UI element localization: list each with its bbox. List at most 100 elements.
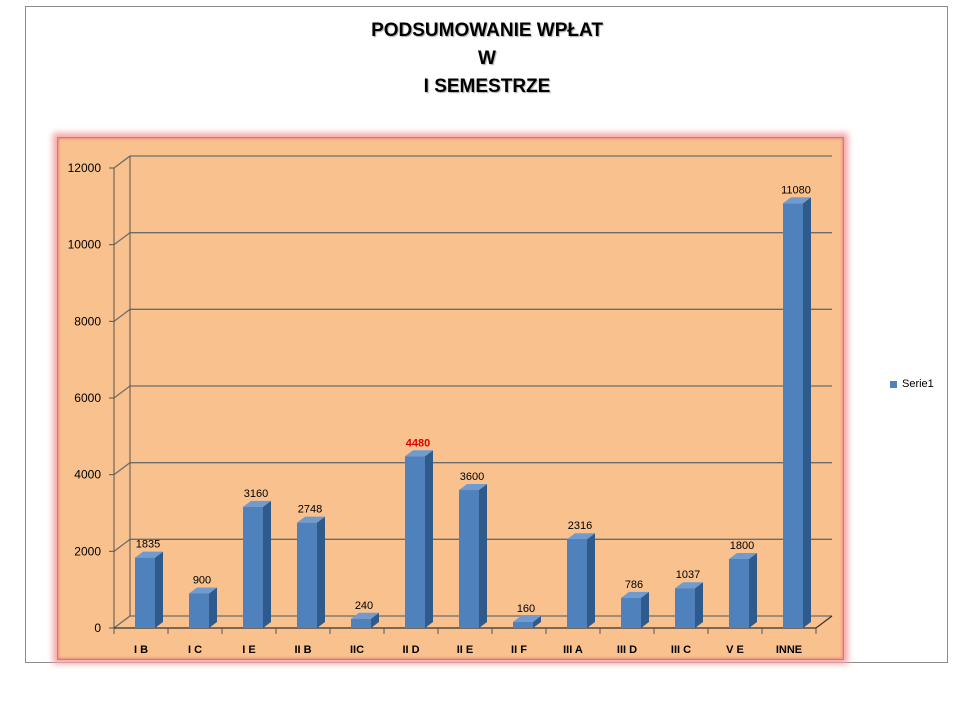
bar <box>243 500 271 628</box>
chart-title-line-3: I SEMESTRZE <box>423 76 551 97</box>
bar-top <box>243 500 271 507</box>
x-tick-label: III A <box>563 644 583 656</box>
bar <box>783 197 811 628</box>
y-tick-label: 6000 <box>74 391 101 405</box>
bar-front <box>675 588 695 628</box>
data-label: 240 <box>355 600 373 612</box>
legend-key-serie1 <box>890 381 897 388</box>
bar-front <box>567 539 587 628</box>
gridline-depth <box>113 155 131 169</box>
bar-front <box>513 621 533 628</box>
bar <box>729 553 757 628</box>
y-tick-label: 0 <box>94 621 101 635</box>
bar-top <box>729 553 757 559</box>
data-label: 2316 <box>568 520 592 532</box>
bar-side <box>587 533 595 628</box>
y-tick-label: 12000 <box>68 161 102 175</box>
bar-front <box>351 618 371 628</box>
bars <box>135 197 811 628</box>
x-tick-label: III D <box>617 644 637 656</box>
bar-front <box>135 557 155 628</box>
y-tick-label: 4000 <box>74 468 101 482</box>
bar-front <box>405 456 425 628</box>
bar-side <box>425 450 433 628</box>
y-tick-label: 2000 <box>74 544 101 558</box>
bar-top <box>189 587 217 594</box>
x-tick-label: II E <box>457 644 474 656</box>
x-tick-label: I C <box>188 644 202 656</box>
bar-top <box>783 197 811 204</box>
gridline-depth <box>113 232 131 246</box>
bar-top <box>405 450 433 457</box>
bar-side <box>479 484 487 628</box>
x-tick-label: II D <box>402 644 419 656</box>
data-label: 900 <box>193 575 211 587</box>
gridline-depth <box>113 538 131 552</box>
x-tick-label: I B <box>134 644 148 656</box>
bar-front <box>729 559 749 628</box>
bar <box>189 587 217 628</box>
bar-top <box>621 591 649 598</box>
bar-top <box>297 516 325 523</box>
data-label: 3600 <box>460 471 484 483</box>
bar-front <box>459 490 479 628</box>
labels: 0 2000 4000 6000 8000 10000 12000 1835 I B 900 I C… <box>68 161 811 656</box>
bar-side <box>263 500 271 628</box>
bar-front <box>621 597 641 628</box>
data-label: 786 <box>625 579 643 591</box>
bar <box>135 551 163 628</box>
data-label: 1037 <box>676 569 700 581</box>
bar <box>351 612 379 628</box>
x-tick-label: IIC <box>350 644 364 656</box>
bar <box>405 450 433 628</box>
x-tick-label: III C <box>671 644 691 656</box>
x-tick-label: I E <box>242 644 255 656</box>
bar-top <box>351 612 379 619</box>
chart-title: PODSUMOWANIE WPŁAT W I SEMESTRZE <box>0 17 960 101</box>
bar-top <box>675 582 703 589</box>
chart-title-line-1: PODSUMOWANIE WPŁAT <box>371 20 603 41</box>
bar-side <box>155 551 163 628</box>
bar <box>675 582 703 628</box>
data-label: 1800 <box>730 540 754 552</box>
bar-top <box>135 551 163 558</box>
data-label: 11080 <box>781 184 811 196</box>
bar-side <box>695 582 703 628</box>
gridline-depth <box>113 385 131 399</box>
bar-top <box>513 615 541 622</box>
bar <box>621 591 649 628</box>
data-label: 160 <box>517 603 535 615</box>
bar-side <box>803 197 811 628</box>
gridline-depth <box>113 308 131 322</box>
bar-side <box>317 516 325 628</box>
gridline-depth <box>113 462 131 476</box>
x-tick-label: II F <box>511 644 527 656</box>
x-axis-depth-edge <box>815 615 833 629</box>
x-tick-label: V E <box>726 644 744 656</box>
bar <box>459 484 487 628</box>
bar <box>513 615 541 628</box>
bar <box>567 533 595 628</box>
data-label: 2748 <box>298 504 322 516</box>
gridline-depth <box>113 615 131 629</box>
legend-label-serie1: Serie1 <box>902 378 934 390</box>
bar-top <box>459 484 487 490</box>
bar-side <box>371 612 379 628</box>
bar-top <box>567 533 595 540</box>
bar-side <box>641 591 649 628</box>
plot-area <box>57 137 844 660</box>
x-tick-label: II B <box>294 644 311 656</box>
data-label: 4480 <box>406 437 430 449</box>
bar-side <box>533 615 541 628</box>
bar-front <box>297 522 317 628</box>
y-tick-label: 10000 <box>68 238 102 252</box>
bar-front <box>189 593 209 628</box>
chart-title-line-2: W <box>478 48 496 69</box>
bar <box>297 516 325 628</box>
data-label: 3160 <box>244 488 268 500</box>
bar-front <box>783 203 803 628</box>
bar-side <box>749 553 757 628</box>
x-tick-label: INNE <box>776 644 802 656</box>
bar-side <box>209 587 217 628</box>
